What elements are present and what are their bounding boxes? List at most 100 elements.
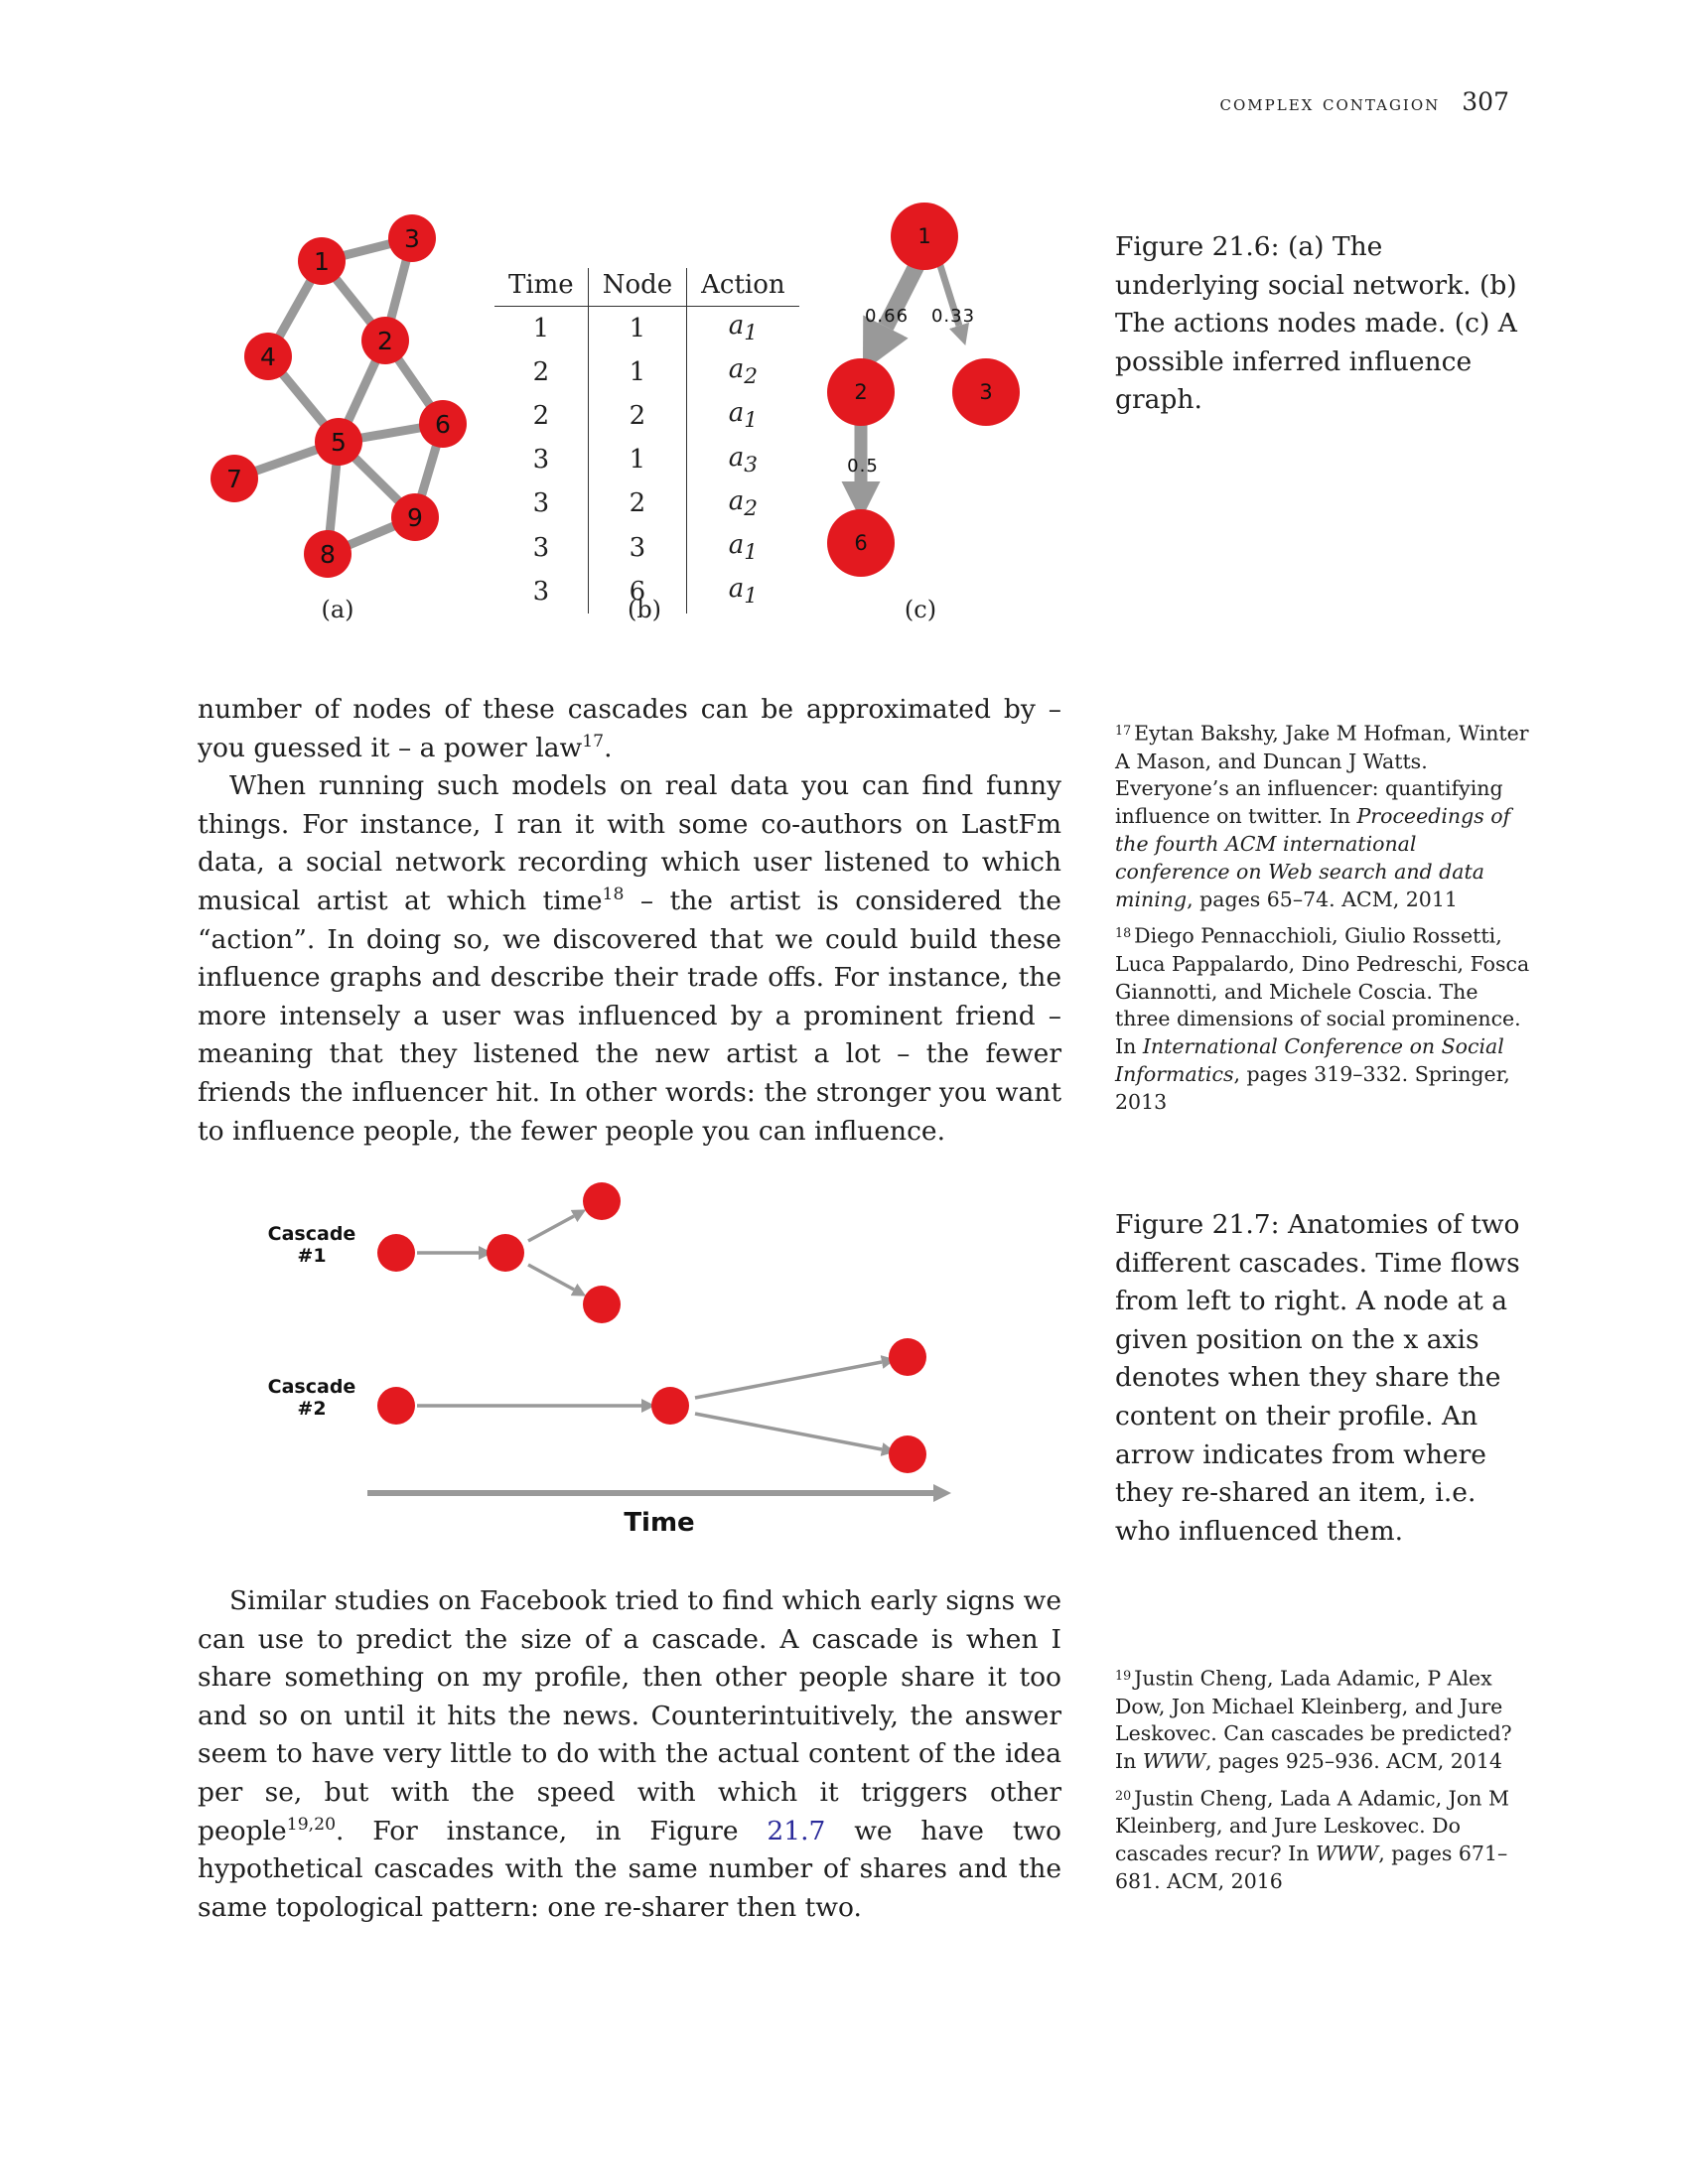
cell-time: 3 [494, 438, 589, 482]
table-header-node: Node [588, 268, 688, 307]
network-node-label: 7 [226, 465, 242, 493]
cell-time: 3 [494, 481, 589, 526]
table-row: 3 3 a1 [494, 525, 799, 571]
table-header-action: Action [686, 268, 799, 307]
network-node-label: 9 [407, 503, 423, 532]
cascade-node [377, 1387, 415, 1425]
network-node [361, 317, 409, 364]
cell-node: 6 [588, 570, 688, 614]
table-header-time: Time [494, 268, 589, 307]
cascade-node [889, 1338, 926, 1376]
cascade-node [889, 1435, 926, 1473]
figure-21-6-caption: Figure 21.6: (a) The underlying social n… [1115, 231, 1517, 416]
footnote-ref[interactable]: 18 [602, 885, 625, 905]
network-node [391, 493, 439, 541]
figure-link[interactable]: 21.7 [767, 1815, 826, 1846]
network-node-label: 6 [435, 410, 451, 439]
cascade-node [583, 1286, 621, 1323]
cell-node: 2 [588, 394, 688, 439]
cascade-arrows [417, 1209, 896, 1456]
cell-action: a1 [728, 529, 759, 566]
sidenote: 19 Justin Cheng, Lada Adamic, P Alex Dow,… [1115, 1666, 1512, 1774]
influence-graph: 1 2 3 6 0.66 0.33 0.5 [827, 203, 1020, 577]
edge-weight-label: 0.66 [865, 306, 909, 327]
footnote-ref[interactable]: 19,20 [286, 1814, 337, 1835]
cell-node: 1 [588, 438, 688, 482]
footnote-ref[interactable]: 17 [582, 731, 605, 751]
edge-weight-label: 0.33 [931, 306, 975, 327]
network-node [244, 333, 292, 380]
sidenote: 20 Justin Cheng, Lada A Adamic, Jon M Kle… [1115, 1786, 1509, 1894]
cell-time: 2 [494, 350, 589, 395]
cell-node: 1 [588, 306, 688, 351]
network-node [298, 237, 346, 285]
figure-21-7-caption: Figure 21.7: Anatomies of two different … [1115, 1209, 1520, 1547]
sidenote: 18 Diego Pennacchioli, Giulio Rossetti, L… [1115, 924, 1530, 1114]
cell-time: 1 [494, 306, 589, 351]
cascade-2-arrow [694, 1412, 896, 1456]
network-node-label: 2 [377, 327, 393, 355]
time-axis-label: Time [624, 1508, 694, 1538]
influence-node-label: 1 [917, 224, 930, 248]
cascade-1-arrow [527, 1209, 587, 1243]
body-text-2: Similar studies on Facebook tried to fin… [198, 1582, 1061, 1927]
influence-node-label: 3 [979, 380, 992, 404]
table-row: 2 2 a1 [494, 394, 799, 439]
paragraph: Similar studies on Facebook tried to fin… [198, 1585, 1061, 1923]
cascade-1-label: Cascade [268, 1223, 356, 1245]
table-row: 2 1 a2 [494, 350, 799, 395]
table-row: 3 6 a1 [494, 570, 799, 614]
cascade-node [377, 1234, 415, 1272]
network-node-label: 8 [320, 540, 336, 569]
cascade-2-label: Cascade [268, 1376, 356, 1398]
subfigure-label-c: (c) [904, 596, 937, 623]
cell-time: 3 [494, 570, 589, 614]
network-node [315, 418, 362, 466]
cell-node: 2 [588, 481, 688, 526]
influence-node [952, 358, 1020, 426]
cascade-node [487, 1234, 524, 1272]
network-node [419, 400, 467, 448]
cascades-diagram: Cascade #1 Cascade #2 Time [268, 1182, 951, 1538]
sidenotes-group-1: 17 Eytan Bakshy, Jake M Hofman, Winter A … [1115, 717, 1532, 1123]
subfigure-label-a: (a) [321, 596, 354, 623]
subfigure-label-b: (b) [627, 596, 662, 623]
table-row: 1 1 a1 [494, 306, 799, 351]
social-network-graph: 1 2 3 4 5 6 7 8 9 [211, 214, 467, 578]
cell-time: 3 [494, 525, 589, 571]
cell-node: 3 [588, 525, 688, 571]
sidenotes-group-2: 19 Justin Cheng, Lada Adamic, P Alex Dow,… [1115, 1662, 1532, 1902]
influence-node [827, 358, 895, 426]
page-number: 307 [1462, 87, 1509, 116]
paragraph: number of nodes of these cascades can be… [198, 694, 1061, 763]
cascade-nodes [377, 1182, 926, 1473]
sidenote: 17 Eytan Bakshy, Jake M Hofman, Winter A … [1115, 721, 1529, 911]
network-node [304, 530, 352, 578]
network-node-label: 1 [314, 247, 330, 276]
cell-action: a1 [728, 574, 759, 610]
influence-node [827, 509, 895, 577]
cell-action: a1 [728, 311, 759, 346]
cascade-2-arrow [694, 1355, 896, 1400]
cell-node: 1 [588, 350, 688, 395]
influence-node-label: 2 [854, 380, 867, 404]
running-head: complex contagion 307 [1043, 87, 1509, 116]
body-text-1: number of nodes of these cascades can be… [198, 691, 1061, 1151]
edge-weight-label: 0.5 [847, 456, 879, 477]
influence-nodes [827, 203, 1020, 577]
influence-node-label: 6 [854, 531, 867, 555]
cascade-1-label: #1 [297, 1245, 326, 1267]
cascade-node [651, 1387, 689, 1425]
cell-action: a2 [728, 485, 759, 521]
cell-action: a3 [728, 442, 759, 478]
table-row: 3 1 a3 [494, 438, 799, 482]
network-node [211, 455, 258, 502]
cell-action: a2 [728, 354, 759, 390]
cell-time: 2 [494, 394, 589, 439]
cascade-node [583, 1182, 621, 1220]
network-node-label: 5 [331, 428, 347, 457]
chapter-title: complex contagion [1219, 91, 1441, 115]
network-node [388, 214, 436, 262]
paragraph: When running such models on real data yo… [198, 770, 1061, 1147]
